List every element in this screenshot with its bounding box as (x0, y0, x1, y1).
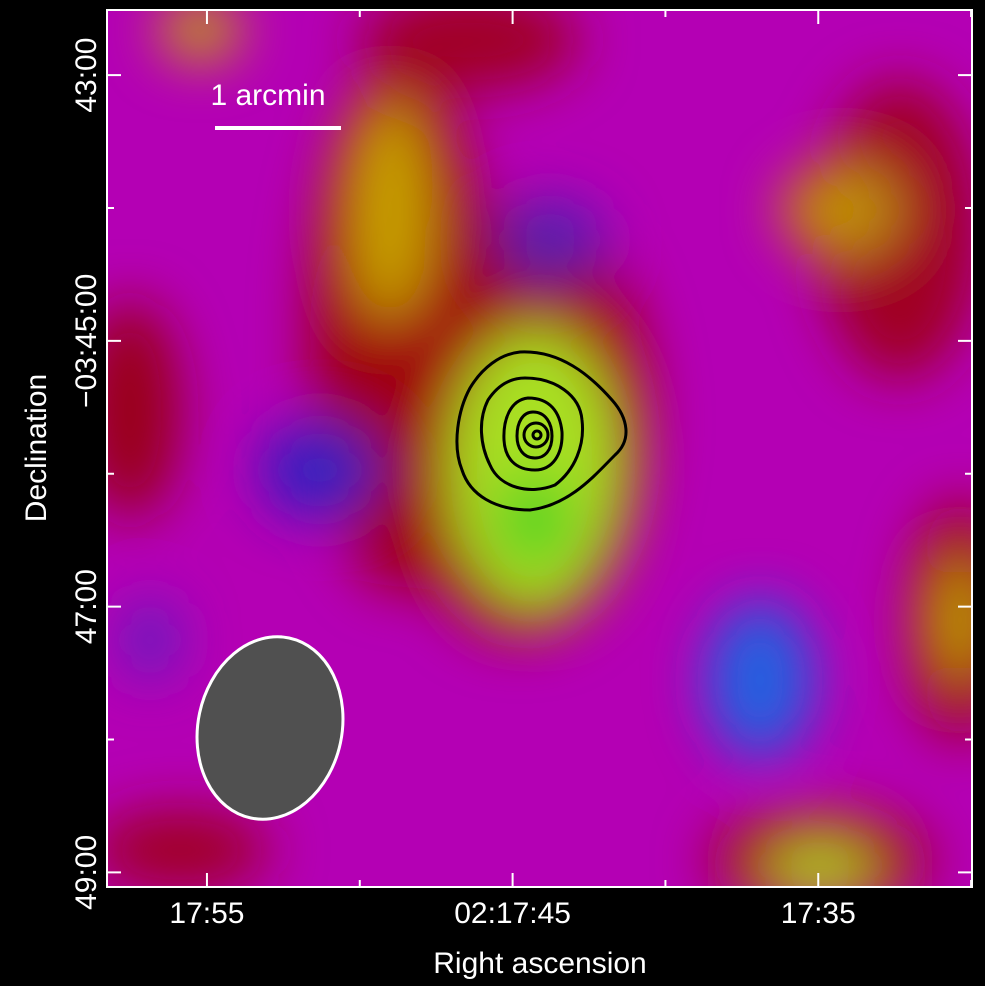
y-tick-label: 47:00 (70, 569, 103, 644)
scale-bar-label: 1 arcmin (210, 79, 325, 112)
x-axis-label: Right ascension (433, 947, 646, 980)
y-axis-label: Declination (20, 374, 53, 522)
sky-map (80, 0, 985, 910)
y-tick-label: 43:00 (70, 38, 103, 113)
y-tick-label: −03:45:00 (70, 274, 103, 408)
x-tick-label: 02:17:45 (454, 897, 571, 930)
page: 1 arcmin Right ascension Declination 17:… (0, 0, 985, 986)
y-tick-label: 49:00 (70, 835, 103, 910)
x-tick-label: 17:55 (169, 897, 244, 930)
x-tick-label: 17:35 (781, 897, 856, 930)
chart: 1 arcmin Right ascension Declination 17:… (0, 0, 985, 986)
